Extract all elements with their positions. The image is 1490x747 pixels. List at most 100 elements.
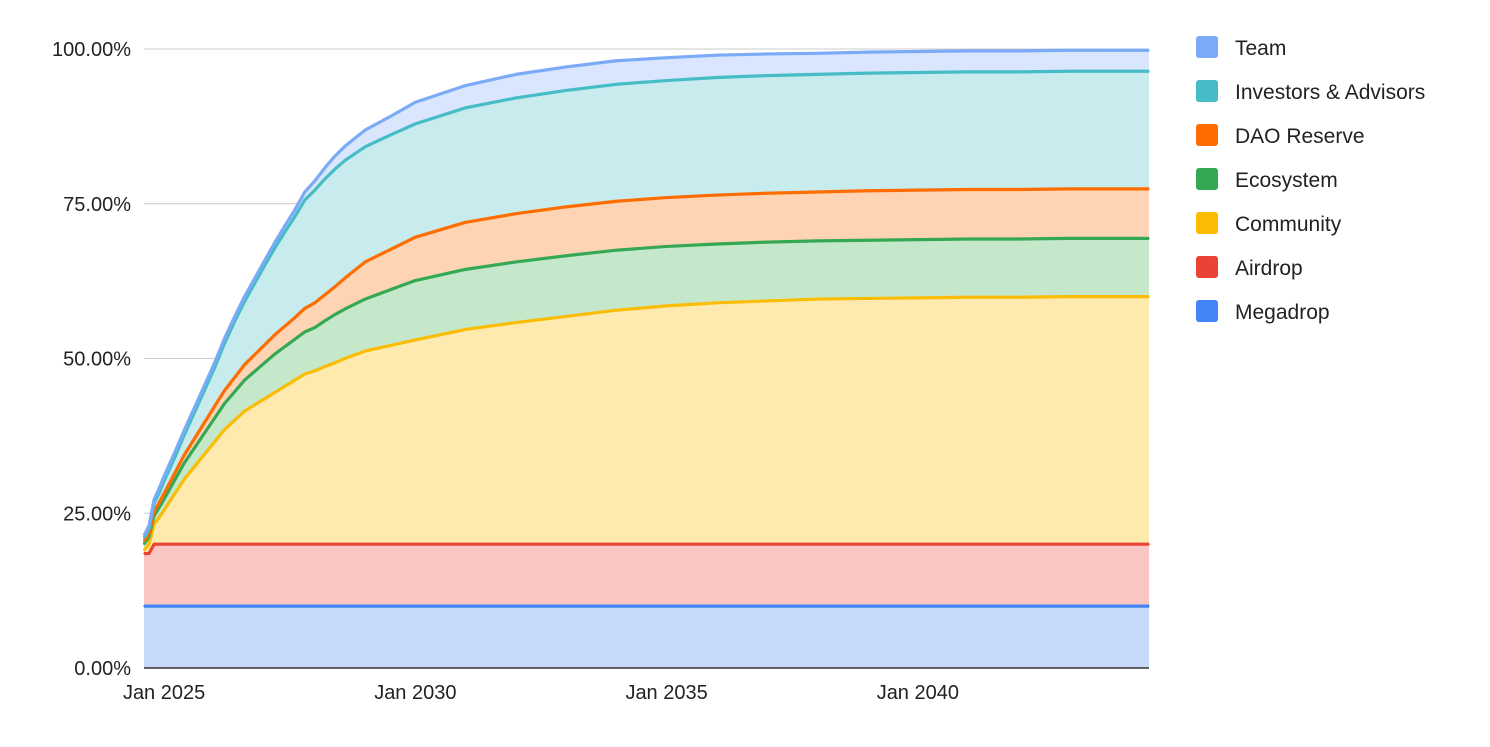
data-point-megadrop [344,605,346,607]
data-point-team [334,155,336,157]
legend-item-investors-and-advisors[interactable]: Investors & Advisors [1196,80,1425,104]
data-point-ecosystem [283,345,286,348]
data-point-megadrop [414,605,417,607]
data-point-ecosystem [233,391,236,393]
data-point-team [253,277,256,280]
data-point-megadrop [1017,605,1020,607]
data-point-investors-and-advisors [243,300,246,303]
data-point-airdrop [414,543,417,545]
data-point-team [464,84,467,87]
data-point-airdrop [273,543,276,545]
data-point-airdrop [158,543,160,545]
data-point-community [1118,295,1120,298]
data-point-ecosystem [263,362,266,364]
data-point-megadrop [1118,605,1120,607]
legend-item-team[interactable]: Team [1196,36,1286,60]
data-point-megadrop [148,605,150,607]
data-point-airdrop [917,543,919,545]
series-line-community [142,295,1149,552]
y-tick-label: 25.00% [63,503,131,525]
data-point-airdrop [253,543,256,545]
data-point-airdrop [183,543,185,545]
data-point-dao-reserve [967,188,969,191]
data-point-team [163,475,165,477]
data-point-dao-reserve [253,353,256,356]
legend-item-community[interactable]: Community [1196,212,1342,236]
data-point-investors-and-advisors [866,72,869,74]
data-point-team [816,52,819,55]
legend-label: Community [1235,213,1342,236]
data-point-megadrop [304,605,306,607]
data-point-team [153,498,155,501]
data-point-community [1148,295,1150,298]
data-point-airdrop [314,543,316,545]
data-point-megadrop [203,605,206,607]
data-point-team [515,73,517,76]
data-point-community [389,344,392,347]
data-point-megadrop [153,605,155,607]
data-point-investors-and-advisors [344,159,346,162]
data-point-megadrop [324,605,326,607]
data-point-community [866,297,869,300]
legend-label: Airdrop [1235,257,1303,280]
data-point-investors-and-advisors [273,247,276,250]
data-point-community [158,516,160,519]
legend-item-ecosystem[interactable]: Ecosystem [1196,168,1338,192]
data-point-team [158,487,160,490]
data-point-ecosystem [293,338,296,341]
data-point-team [615,59,618,62]
data-point-team [716,54,718,56]
data-point-investors-and-advisors [263,264,266,267]
data-point-community [253,404,256,406]
data-point-ecosystem [243,379,246,381]
data-point-dao-reserve [143,540,145,542]
data-point-ecosystem [716,243,718,245]
data-point-ecosystem [173,480,175,482]
data-point-megadrop [283,605,286,607]
data-point-investors-and-advisors [967,71,969,73]
series-line-dao-reserve [142,187,1149,543]
data-point-ecosystem [565,254,567,257]
data-point-megadrop [816,605,819,607]
data-point-investors-and-advisors [917,71,919,74]
data-point-dao-reserve [203,422,206,424]
legend-swatch [1196,300,1218,322]
x-tick-label: Jan 2030 [374,682,456,704]
data-point-airdrop [967,543,969,545]
data-point-team [414,101,417,104]
data-point-megadrop [917,605,919,607]
data-point-investors-and-advisors [615,83,618,86]
data-point-dao-reserve [304,307,306,310]
data-point-ecosystem [334,313,336,316]
area-airdrop [144,544,1149,607]
data-point-dao-reserve [334,285,336,288]
area-layer [144,50,1149,668]
data-point-ecosystem [203,432,206,435]
data-point-team [263,259,266,262]
data-point-ecosystem [158,506,160,509]
legend-item-airdrop[interactable]: Airdrop [1196,256,1303,280]
data-point-community [304,373,306,375]
data-point-airdrop [143,552,145,555]
data-point-dao-reserve [665,196,668,199]
data-point-airdrop [615,543,618,545]
data-point-megadrop [263,605,266,607]
data-point-community [917,297,919,299]
legend-swatch [1196,168,1218,190]
data-point-airdrop [293,543,296,545]
legend-swatch [1196,212,1218,234]
data-point-dao-reserve [364,261,366,263]
y-tick-label: 75.00% [63,194,131,216]
data-point-community [464,328,467,331]
legend-item-dao-reserve[interactable]: DAO Reserve [1196,124,1365,148]
data-point-dao-reserve [223,389,226,392]
data-point-team [233,316,236,318]
data-point-team [213,362,216,365]
data-point-dao-reserve [183,454,185,456]
data-point-dao-reserve [293,316,296,319]
data-point-megadrop [253,605,256,607]
data-point-investors-and-advisors [143,537,145,539]
legend-item-megadrop[interactable]: Megadrop [1196,300,1330,324]
data-point-team [173,453,175,455]
